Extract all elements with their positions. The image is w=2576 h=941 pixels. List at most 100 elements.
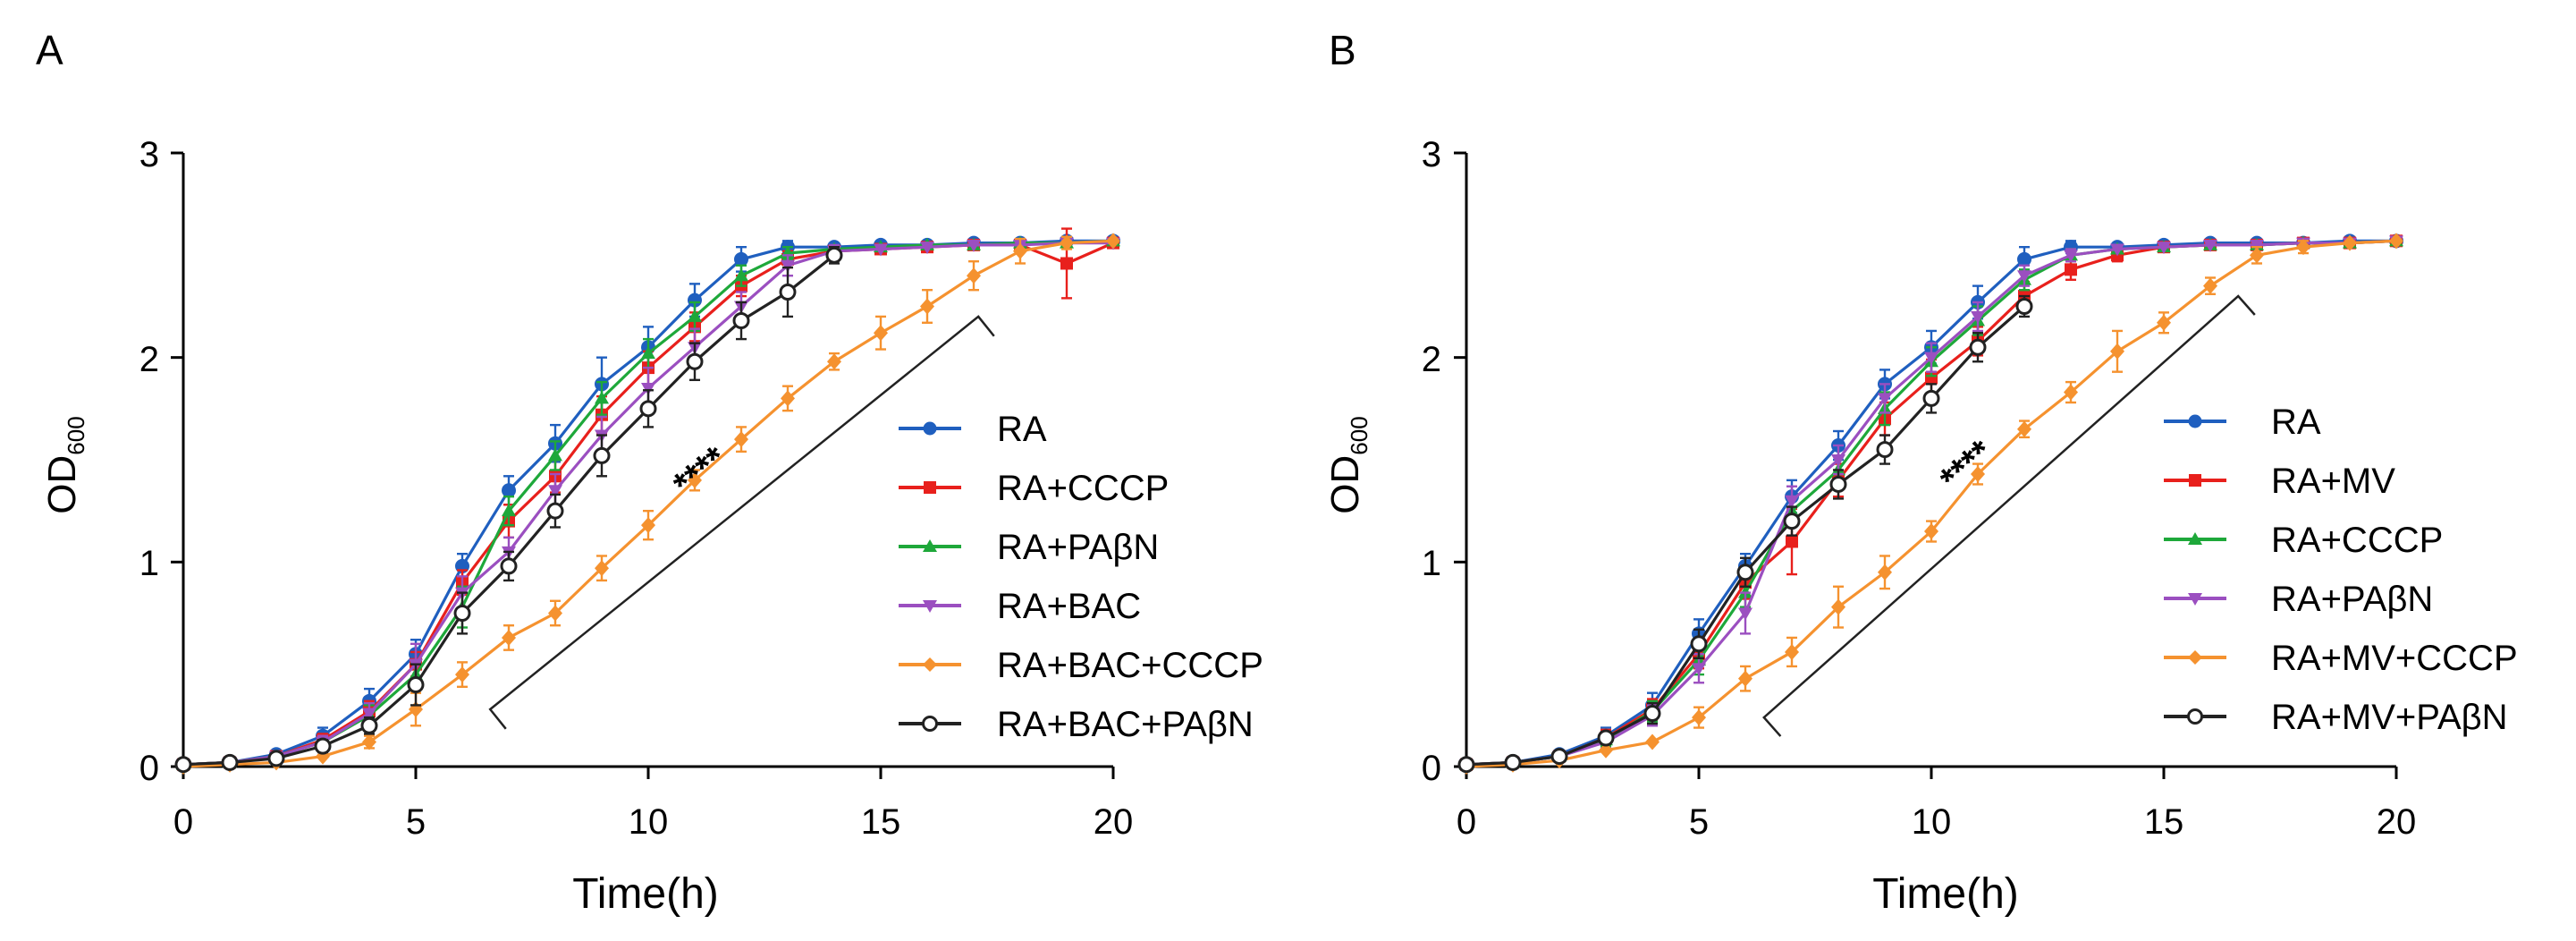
legend-label: RA+MV — [2271, 462, 2395, 501]
series — [1459, 233, 2403, 772]
data-point — [595, 560, 609, 577]
data-point — [1925, 371, 1938, 385]
data-point — [1690, 635, 1708, 653]
legend-entry: RA — [2164, 403, 2321, 442]
data-point — [686, 352, 704, 370]
data-point — [1831, 454, 1845, 467]
data-point — [2110, 243, 2124, 257]
x-tick-label: 20 — [2377, 802, 2417, 842]
data-point — [1597, 729, 1615, 747]
data-point — [1924, 523, 1938, 540]
significance-bracket — [1762, 294, 2256, 737]
legend-b: RA RA+MV RA+CCCP RA+PAβN RA+MV+CCCP RA+M… — [2164, 403, 2518, 737]
data-point — [221, 753, 239, 771]
data-point — [2017, 270, 2031, 284]
significance-label: **** — [1932, 432, 2000, 499]
data-point — [781, 390, 795, 407]
data-point — [548, 605, 562, 622]
data-point — [920, 242, 934, 255]
x-axis-title-a: Time(h) — [572, 870, 719, 918]
data-point — [641, 382, 655, 395]
plot-area — [1457, 233, 2403, 775]
y-tick-label: 1 — [139, 544, 159, 583]
data-point — [360, 716, 378, 734]
data-point — [1783, 513, 1801, 530]
data-point — [362, 708, 376, 721]
legend-label: RA+PAβN — [997, 528, 1159, 567]
panel-label-b: B — [1329, 27, 1356, 73]
data-point — [827, 353, 841, 370]
data-point — [1785, 495, 1799, 508]
x-axis-title-b: Time(h) — [1872, 870, 2019, 918]
svg-text:OD600: OD600 — [1323, 416, 1372, 513]
data-point — [734, 431, 748, 448]
data-point — [2017, 251, 2031, 267]
data-point — [1692, 663, 1706, 676]
data-point — [1550, 748, 1568, 766]
data-point — [1599, 742, 1613, 759]
data-point — [1692, 709, 1706, 726]
data-point — [548, 485, 562, 498]
data-point — [688, 292, 702, 308]
data-point — [2203, 239, 2217, 252]
data-point — [874, 325, 888, 342]
data-point — [595, 391, 609, 404]
data-point — [1738, 670, 1753, 687]
series-line — [1465, 305, 2026, 767]
data-point — [362, 733, 376, 750]
x-tick-labels-b: 0 5 10 15 20 — [1457, 802, 2416, 842]
data-point — [314, 737, 332, 755]
data-point — [825, 246, 843, 264]
panel-b: B OD600 Time(h) 0 1 2 3 0 5 10 15 20 RA … — [1323, 27, 2518, 918]
legend-label: RA+CCCP — [997, 469, 1169, 508]
data-point — [1971, 310, 1985, 324]
data-point — [1060, 234, 1074, 251]
legend-label: RA+BAC+CCCP — [997, 646, 1263, 685]
panel-a: A OD600 Time(h) 0 1 2 3 0 5 10 15 20 RA … — [36, 27, 1263, 918]
data-point — [2064, 384, 2078, 401]
legend-entry: RA+CCCP — [2164, 521, 2443, 560]
data-point — [1013, 242, 1027, 259]
data-point — [1786, 535, 1798, 548]
legend-swatch-marker — [2188, 414, 2202, 428]
y-axis-title-subscript: 600 — [63, 416, 89, 454]
data-point — [453, 605, 471, 622]
y-axis-title-main: OD — [40, 455, 84, 514]
x-tick-label: 20 — [1094, 802, 1134, 842]
data-point — [2017, 420, 2031, 437]
legend-swatch-marker — [2188, 650, 2202, 665]
y-tick-label: 1 — [1422, 544, 1441, 583]
legend-swatch-marker — [923, 657, 937, 672]
series — [176, 233, 1120, 772]
y-tick-label: 3 — [139, 135, 159, 174]
data-point — [1060, 257, 1073, 270]
data-point — [1878, 393, 1892, 406]
series-line — [1465, 239, 2397, 767]
series — [176, 233, 1120, 770]
data-point — [967, 239, 981, 252]
data-point — [500, 557, 518, 575]
legend-swatch-marker — [924, 481, 936, 494]
x-tick-label: 10 — [1912, 802, 1952, 842]
legend-entry: RA+PAβN — [899, 528, 1159, 567]
series-line — [1465, 239, 2397, 767]
data-point — [1457, 756, 1475, 774]
y-tick-label: 2 — [139, 340, 159, 379]
legend-swatch-marker — [923, 421, 937, 436]
significance-label: **** — [666, 438, 734, 504]
legend-swatch-marker — [923, 600, 937, 613]
data-point — [1876, 441, 1894, 459]
series — [1459, 233, 2403, 770]
y-axis-title-b: OD600 — [1323, 416, 1372, 513]
plot-area — [174, 227, 1120, 775]
x-tick-label: 0 — [1457, 802, 1476, 842]
data-point — [1785, 643, 1799, 660]
data-point — [174, 756, 192, 774]
panel-label-a: A — [36, 27, 63, 73]
data-point — [920, 298, 934, 315]
legend-entry: RA+BAC+CCCP — [899, 646, 1263, 685]
data-point — [267, 750, 285, 767]
y-tick-label: 0 — [1422, 749, 1441, 788]
data-point — [641, 346, 655, 360]
